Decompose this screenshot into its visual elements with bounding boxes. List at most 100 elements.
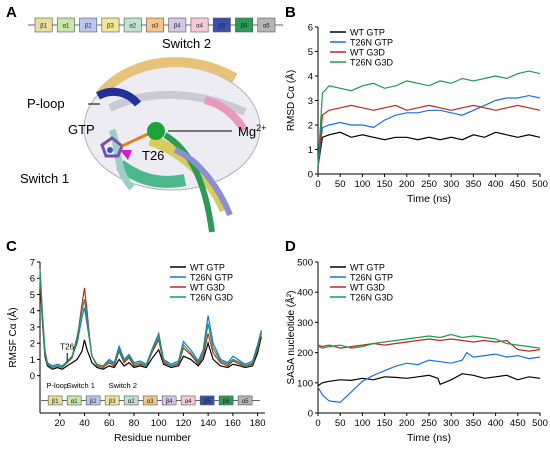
- topology-c-element: [104, 395, 120, 406]
- chart-d-xlabel: Time (ns): [407, 432, 451, 444]
- x-tick-label: 350: [465, 179, 481, 190]
- topology-c-element: [180, 395, 196, 406]
- legend-entry: T26N G3D: [190, 293, 234, 303]
- topology-c-element-label: β1: [52, 399, 59, 405]
- y-tick-label: 400: [297, 288, 313, 299]
- y-tick-label: 500: [297, 258, 313, 269]
- x-tick-label: 150: [377, 418, 393, 429]
- topology-c-element: [161, 395, 177, 406]
- gtp-molecule: [100, 132, 149, 158]
- y-tick-label: 0: [30, 371, 35, 382]
- x-tick-label: 200: [399, 179, 415, 190]
- panel-d-letter: D: [285, 238, 296, 255]
- topology-a-element-label: β1: [40, 24, 47, 30]
- panel-a-structure: β1 α1 β2 β3 α2 α3 β4 α4 β5 β6 α5 Switch 2 P-loop G…: [20, 17, 283, 233]
- topology-a-element: [190, 17, 209, 33]
- panel-b-letter: B: [285, 4, 296, 21]
- topology-a-element-label: α2: [129, 24, 136, 30]
- x-tick-label: 350: [465, 418, 481, 429]
- t26-residue: [120, 150, 132, 160]
- x-tick-label: 200: [399, 418, 415, 429]
- y-tick-label: 0: [308, 170, 313, 181]
- x-tick-label: 300: [443, 179, 459, 190]
- series-line: [317, 131, 541, 167]
- topology-a-element: [56, 17, 75, 33]
- panel-c-letter: C: [6, 238, 17, 255]
- y-tick-label: 2: [30, 339, 35, 350]
- topology-a-element-label: α1: [63, 24, 70, 30]
- topology-c-element-label: α5: [242, 399, 249, 405]
- panel-a-letter: A: [6, 4, 17, 21]
- legend-entry: WT GTP: [350, 263, 385, 273]
- x-tick-label: 140: [200, 418, 216, 429]
- chart-b: 0 50 100 150 200 250 300 350 400 450 500 0 1 2 3 4 5 6 Tim…: [284, 23, 548, 206]
- x-tick-label: 160: [225, 418, 241, 429]
- topology-c-element: [123, 395, 139, 406]
- c-switch1-label: Switch 1: [67, 381, 95, 390]
- topology-a-element: [123, 17, 142, 33]
- topology-a-element: [212, 17, 231, 33]
- x-tick-label: 250: [421, 418, 437, 429]
- topology-a-element: [168, 17, 187, 33]
- switch1-label: Switch 1: [20, 171, 69, 186]
- c-t26-label: T26: [60, 343, 74, 352]
- series-line: [317, 351, 541, 404]
- series-line: [317, 338, 541, 352]
- x-tick-label: 400: [488, 418, 504, 429]
- x-tick-label: 120: [175, 418, 191, 429]
- topology-c-element: [85, 395, 101, 406]
- series-line: [39, 271, 262, 369]
- legend-entry: WT G3D: [350, 48, 385, 58]
- y-tick-label: 7: [30, 258, 35, 269]
- x-tick-label: 50: [335, 179, 346, 190]
- topology-a-element-label: β3: [107, 24, 114, 30]
- x-tick-label: 300: [443, 418, 459, 429]
- series-line: [317, 373, 541, 387]
- legend-entry: T26N GTP: [350, 38, 393, 48]
- chart-b-xlabel: Time (ns): [407, 193, 451, 205]
- x-tick-label: 500: [532, 179, 548, 190]
- x-tick-label: 400: [488, 179, 504, 190]
- y-tick-label: 1: [30, 355, 35, 366]
- topology-a-element: [235, 17, 254, 33]
- legend-entry: WT G3D: [350, 283, 385, 293]
- y-tick-label: 5: [30, 290, 35, 301]
- x-tick-label: 60: [104, 418, 115, 429]
- legend-entry: T26N GTP: [350, 273, 393, 283]
- legend-entry: WT GTP: [350, 28, 385, 38]
- topology-c-element-label: β4: [166, 399, 173, 405]
- x-tick-label: 450: [510, 179, 526, 190]
- x-tick-label: 50: [335, 418, 346, 429]
- topology-c-element: [237, 395, 253, 406]
- x-tick-label: 180: [250, 418, 266, 429]
- series-line: [39, 268, 262, 367]
- y-tick-label: 1: [308, 145, 313, 156]
- legend-entry: WT G3D: [190, 283, 225, 293]
- topology-c-element-label: α2: [128, 399, 135, 405]
- x-tick-label: 500: [532, 418, 548, 429]
- x-tick-label: 20: [54, 418, 65, 429]
- y-tick-label: 3: [308, 96, 313, 107]
- c-ploop-label: P-loop: [46, 381, 68, 390]
- panel-a-topology: β1 α1 β2 β3 α2 α3 β4 α4 β5 β6 α5: [28, 17, 283, 33]
- chart-c-ylabel: RMSF Cα (Å): [6, 307, 19, 367]
- x-tick-label: 100: [354, 179, 370, 190]
- y-tick-label: 100: [297, 378, 313, 389]
- y-tick-label: 2: [308, 121, 313, 132]
- x-tick-label: 450: [510, 418, 526, 429]
- c-switch2-label: Switch 2: [109, 381, 137, 390]
- topology-c-element: [66, 395, 82, 406]
- topology-a-element: [79, 17, 98, 33]
- topology-c-element-label: β5: [204, 399, 211, 405]
- series-line: [317, 94, 541, 167]
- topology-c-element-label: β3: [109, 399, 116, 405]
- y-tick-label: 4: [308, 72, 313, 83]
- topology-a-element-label: β4: [174, 24, 181, 30]
- chart-c-xlabel: Residue number: [114, 432, 192, 444]
- topology-c-strip: β1 α1 β2 β3 α2 α3 β4 α4 β5 β6 α5: [41, 395, 261, 406]
- topology-a-element: [101, 17, 120, 33]
- y-tick-label: 300: [297, 318, 313, 329]
- x-tick-label: 100: [354, 418, 370, 429]
- x-tick-label: 100: [151, 418, 167, 429]
- topology-c-element: [218, 395, 234, 406]
